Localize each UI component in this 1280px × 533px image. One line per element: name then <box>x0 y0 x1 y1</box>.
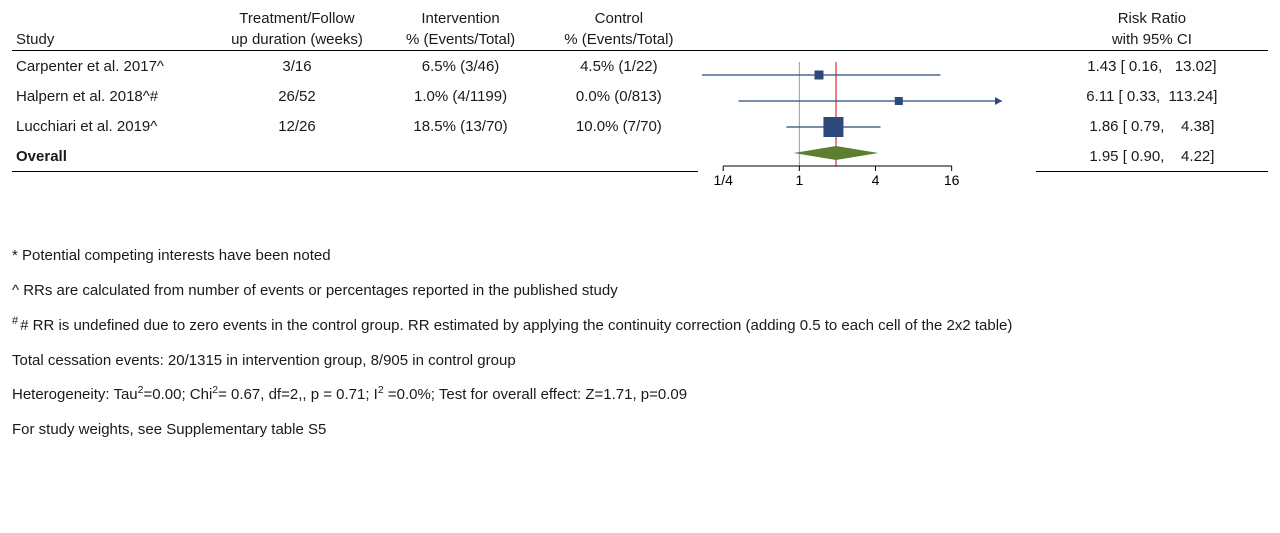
cell-intervention: 6.5% (3/46) <box>381 51 539 82</box>
point-marker <box>815 70 824 79</box>
cell-duration: 3/16 <box>213 51 382 82</box>
col-study: Study <box>12 8 213 51</box>
table-row-overall: Overall 1.95 [ 0.90, 4.22] <box>12 141 1268 172</box>
overall-diamond <box>794 146 879 160</box>
cell-overall-ci: 1.95 [ 0.90, 4.22] <box>1036 141 1268 172</box>
col-intervention-l2: % (Events/Total) <box>381 29 539 51</box>
footnote-star: * Potential competing interests have bee… <box>12 242 1268 271</box>
cell-control: 10.0% (7/70) <box>540 111 698 141</box>
cell-duration: 12/26 <box>213 111 382 141</box>
cell-study: Lucchiari et al. 2019^ <box>12 111 213 141</box>
forest-plot-svg: 1/4 1 4 16 <box>702 62 1002 194</box>
cell-ci: 1.43 [ 0.16, 13.02] <box>1036 51 1268 82</box>
cell-ci: 1.86 [ 0.79, 4.38] <box>1036 111 1268 141</box>
forest-plot-table: Study Treatment/Follow Intervention Cont… <box>12 8 1268 204</box>
cell-control: 0.0% (0/813) <box>540 81 698 111</box>
x-tick-label: 1/4 <box>713 172 733 188</box>
axis-row <box>12 172 1268 205</box>
col-rr-l1: Risk Ratio <box>1036 8 1268 29</box>
x-tick-label: 1 <box>795 172 803 188</box>
x-tick-label: 4 <box>872 172 880 188</box>
footnote-caret: ^ RRs are calculated from number of even… <box>12 277 1268 306</box>
table-row: Lucchiari et al. 2019^12/2618.5% (13/70)… <box>12 111 1268 141</box>
col-duration-l1: Treatment/Follow <box>213 8 382 29</box>
col-rr-l2: with 95% CI <box>1036 29 1268 51</box>
cell-control: 4.5% (1/22) <box>540 51 698 82</box>
col-control-l1: Control <box>540 8 698 29</box>
point-marker <box>823 117 843 137</box>
col-control-l2: % (Events/Total) <box>540 29 698 51</box>
footnote-weights: For study weights, see Supplementary tab… <box>12 416 1268 445</box>
cell-study: Halpern et al. 2018^# <box>12 81 213 111</box>
cell-ci: 6.11 [ 0.33, 113.24] <box>1036 81 1268 111</box>
footnote-hash: # RR is undefined due to zero events in … <box>12 311 1268 341</box>
point-marker <box>895 97 903 105</box>
col-duration-l2: up duration (weeks) <box>213 29 382 51</box>
x-tick-label: 16 <box>944 172 960 188</box>
forest-plot-cell: 1/4 1 4 16 <box>698 51 1036 205</box>
cell-study: Carpenter et al. 2017^ <box>12 51 213 82</box>
cell-intervention: 1.0% (4/1199) <box>381 81 539 111</box>
ci-arrow <box>995 97 1002 105</box>
footnotes: * Potential competing interests have bee… <box>12 242 1268 444</box>
footnote-heterogeneity: Heterogeneity: Tau2=0.00; Chi2= 0.67, df… <box>12 381 1268 410</box>
table-body: Carpenter et al. 2017^3/166.5% (3/46)4.5… <box>12 51 1268 205</box>
table-row: Carpenter et al. 2017^3/166.5% (3/46)4.5… <box>12 51 1268 82</box>
table-header: Study Treatment/Follow Intervention Cont… <box>12 8 1268 51</box>
footnote-totals: Total cessation events: 20/1315 in inter… <box>12 347 1268 376</box>
cell-intervention: 18.5% (13/70) <box>381 111 539 141</box>
cell-duration: 26/52 <box>213 81 382 111</box>
table-row: Halpern et al. 2018^#26/521.0% (4/1199)0… <box>12 81 1268 111</box>
col-intervention-l1: Intervention <box>381 8 539 29</box>
cell-overall-label: Overall <box>12 141 213 172</box>
